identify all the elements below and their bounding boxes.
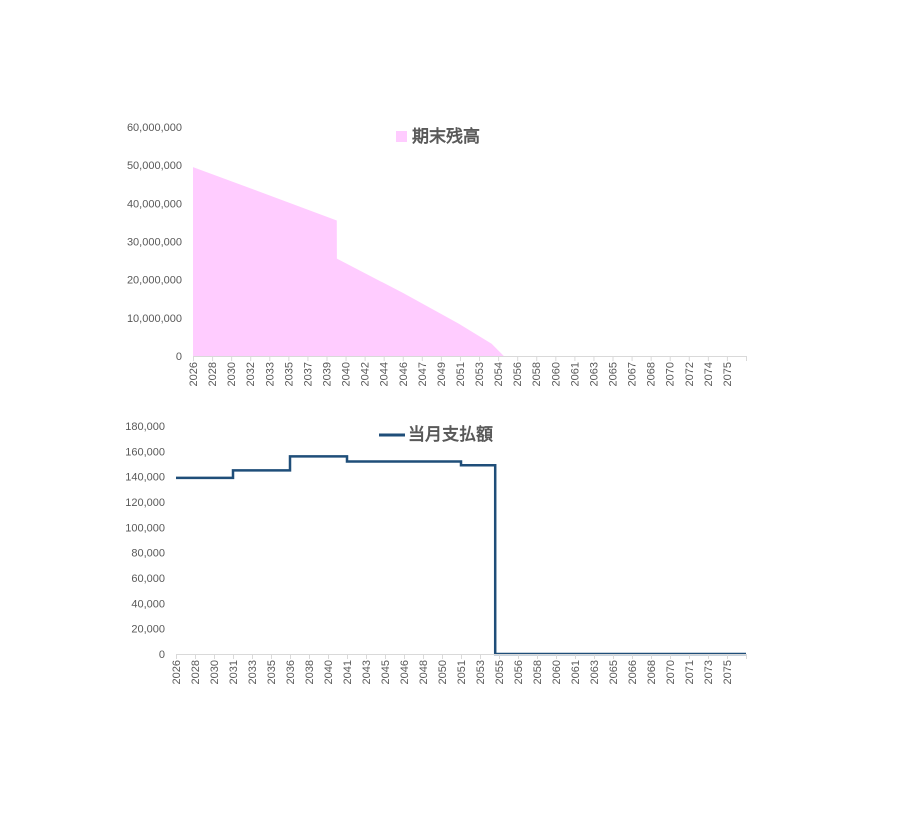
payment-x-tick-label: 2068	[646, 660, 658, 684]
payment-y-tick-label: 140,000	[125, 472, 165, 484]
payment-line-0	[176, 455, 746, 656]
payment-legend: 当月支払額	[379, 424, 493, 445]
balance-x-tick-label: 2044	[379, 362, 391, 386]
payment-x-tick-label: 2075	[722, 660, 734, 684]
payment-x-tick-label: 2058	[532, 660, 544, 684]
payment-x-tick-label: 2051	[456, 660, 468, 684]
balance-y-tick-label: 50,000,000	[127, 160, 182, 172]
payment-y-tick-label: 180,000	[125, 421, 165, 433]
balance-area-chart: 0 10,000,000 20,000,000 30,000,000 40,000,00…	[127, 122, 747, 386]
payment-x-tick-label: 2043	[361, 660, 373, 684]
balance-legend-label: 期末残高	[412, 126, 480, 147]
balance-x-tick-label: 2037	[302, 362, 314, 386]
balance-x-tick-label: 2058	[531, 362, 543, 386]
payment-y-tick-label: 160,000	[125, 446, 165, 458]
payment-x-tick-label: 2056	[513, 660, 525, 684]
payment-line-series	[176, 455, 746, 656]
balance-x-tick-label: 2039	[321, 362, 333, 386]
balance-y-tick-label: 40,000,000	[127, 198, 182, 210]
balance-area-0	[193, 167, 746, 356]
payment-x-tick-label: 2063	[589, 660, 601, 684]
payment-x-tick-label: 2038	[304, 660, 316, 684]
balance-x-tick-label: 2049	[436, 362, 448, 386]
balance-chart-axes	[193, 356, 747, 361]
payment-y-tick-label: 120,000	[125, 497, 165, 509]
balance-x-tick-label: 2067	[627, 362, 639, 386]
payment-x-tick-label: 2045	[380, 660, 392, 684]
balance-x-tick-label: 2068	[646, 362, 658, 386]
payment-x-tick-label: 2071	[684, 660, 696, 684]
payment-y-tick-label: 40,000	[131, 598, 165, 610]
balance-x-tick-label: 2030	[226, 362, 238, 386]
balance-y-tick-labels: 0 10,000,000 20,000,000 30,000,000 40,000,00…	[127, 122, 182, 363]
balance-y-tick-label: 60,000,000	[127, 122, 182, 134]
payment-x-tick-label: 2073	[703, 660, 715, 684]
payment-x-tick-label: 2033	[247, 660, 259, 684]
payment-x-tick-labels: 2026 2028 2030 2031 2033 2035 2036 2038 2040 2041…	[171, 660, 734, 684]
payment-x-tick-label: 2046	[399, 660, 411, 684]
payment-y-tick-label: 100,000	[125, 522, 165, 534]
payment-y-tick-label: 0	[159, 649, 165, 661]
payment-x-tick-label: 2055	[494, 660, 506, 684]
balance-x-tick-label: 2065	[608, 362, 620, 386]
payment-chart-axes	[176, 654, 747, 659]
payment-x-tick-label: 2050	[437, 660, 449, 684]
balance-x-tick-label: 2035	[283, 362, 295, 386]
balance-y-tick-label: 30,000,000	[127, 237, 182, 249]
payment-x-tick-label: 2030	[209, 660, 221, 684]
payment-x-tick-label: 2053	[475, 660, 487, 684]
balance-x-tick-label: 2051	[455, 362, 467, 386]
balance-area-series	[193, 167, 746, 356]
balance-legend: 期末残高	[396, 126, 480, 147]
balance-y-tick-label: 0	[176, 351, 182, 363]
balance-x-tick-label: 2033	[264, 362, 276, 386]
balance-x-tick-label: 2061	[569, 362, 581, 386]
payment-x-tick-label: 2048	[418, 660, 430, 684]
balance-x-tick-label: 2056	[512, 362, 524, 386]
balance-x-tick-label: 2046	[398, 362, 410, 386]
payment-x-tick-label: 2070	[665, 660, 677, 684]
payment-y-tick-label: 80,000	[131, 548, 165, 560]
payment-x-tick-label: 2061	[570, 660, 582, 684]
balance-x-tick-label: 2054	[493, 362, 505, 386]
payment-x-tick-label: 2028	[190, 660, 202, 684]
balance-x-tick-label: 2040	[341, 362, 353, 386]
payment-y-tick-labels: 0 20,000 40,000 60,000 80,000 100,000 120,000 1…	[125, 421, 165, 661]
balance-x-tick-label: 2032	[245, 362, 257, 386]
payment-x-tick-label: 2040	[323, 660, 335, 684]
balance-x-tick-label: 2042	[360, 362, 372, 386]
payment-x-tick-label: 2031	[228, 660, 240, 684]
balance-x-tick-label: 2053	[474, 362, 486, 386]
balance-x-tick-label: 2060	[550, 362, 562, 386]
payment-y-tick-label: 60,000	[131, 573, 165, 585]
payment-x-tick-label: 2065	[608, 660, 620, 684]
balance-x-tick-label: 2075	[722, 362, 734, 386]
balance-x-tick-label: 2063	[588, 362, 600, 386]
balance-x-tick-label: 2026	[188, 362, 200, 386]
balance-x-tick-label: 2070	[665, 362, 677, 386]
balance-y-tick-label: 10,000,000	[127, 313, 182, 325]
balance-x-tick-labels: 2026 2028 2030 2032 2033 2035 2037 2039 2040 2042…	[188, 362, 734, 386]
payment-legend-label: 当月支払額	[408, 424, 493, 445]
payment-x-tick-label: 2060	[551, 660, 563, 684]
payment-x-tick-label: 2036	[285, 660, 297, 684]
balance-x-tick-label: 2028	[207, 362, 219, 386]
payment-line-chart: 0 20,000 40,000 60,000 80,000 100,000 120,000 1…	[125, 421, 747, 684]
payment-x-tick-label: 2035	[266, 660, 278, 684]
payment-y-tick-label: 20,000	[131, 624, 165, 636]
balance-y-tick-label: 20,000,000	[127, 275, 182, 287]
payment-x-tick-label: 2066	[627, 660, 639, 684]
balance-x-tick-label: 2074	[703, 362, 715, 386]
balance-x-tick-label: 2072	[684, 362, 696, 386]
balance-x-tick-label: 2047	[417, 362, 429, 386]
balance-legend-swatch	[396, 131, 407, 142]
payment-x-tick-label: 2026	[171, 660, 183, 684]
payment-x-tick-label: 2041	[342, 660, 354, 684]
